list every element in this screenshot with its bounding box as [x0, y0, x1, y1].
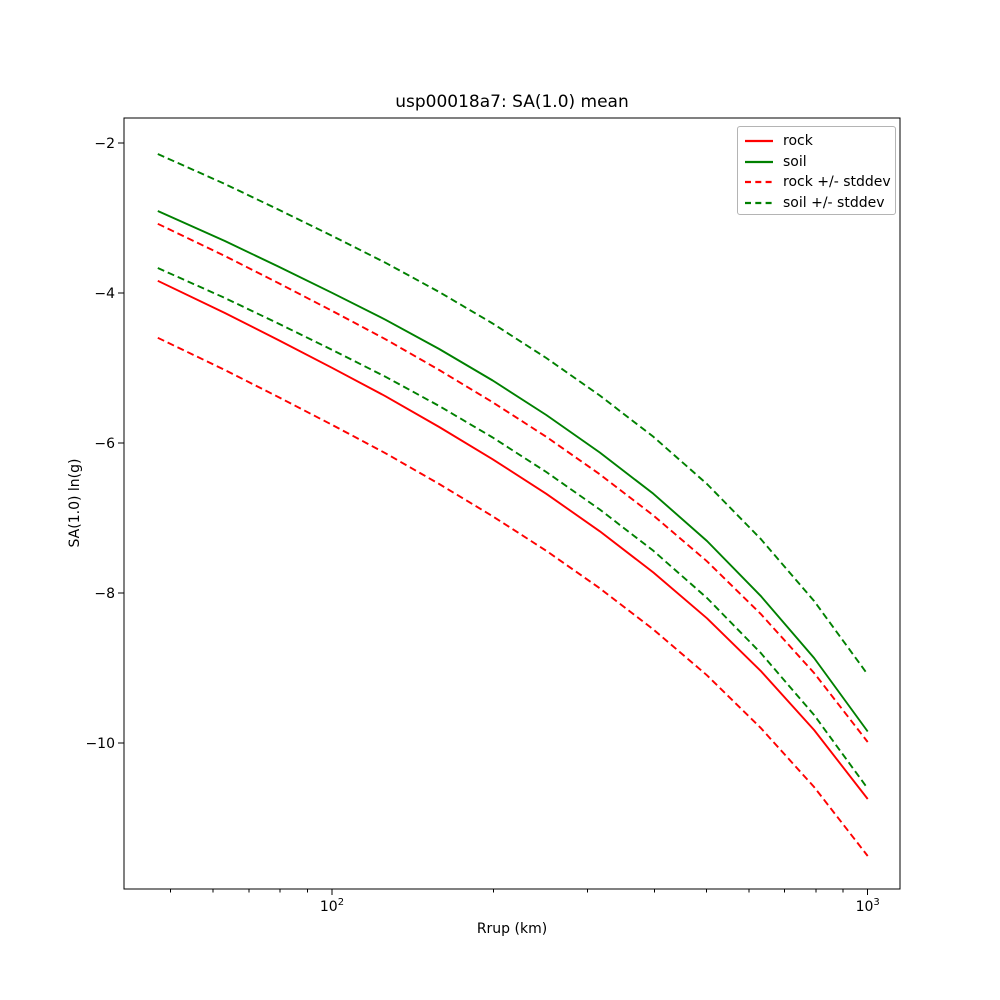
legend-item-rock: rock: [744, 131, 895, 152]
soil-plus-stddev-line: [157, 153, 869, 676]
legend-label-rock: rock: [783, 133, 813, 150]
legend: rock soil rock +/- stddev soil +/- stdde…: [737, 126, 896, 215]
y-axis-label: SA(1.0) ln(g): [67, 458, 83, 548]
x-tick-label: 103: [856, 897, 880, 915]
soil-minus-stddev-line: [157, 267, 869, 790]
rock-line: [157, 279, 869, 800]
rock-plus-stddev-line: [157, 222, 869, 743]
y-tick-label: −6: [94, 436, 115, 452]
legend-item-soil: soil: [744, 152, 895, 173]
soil-line: [157, 210, 869, 733]
soil-stddev-line-swatch: [745, 201, 773, 204]
legend-label-soil: soil: [783, 153, 807, 170]
soil-line-swatch: [745, 160, 773, 163]
rock-line-swatch: [745, 140, 773, 143]
legend-item-soil-stddev: soil +/- stddev: [744, 193, 895, 214]
rock-minus-stddev-line: [157, 336, 869, 857]
chart-title: usp00018a7: SA(1.0) mean: [395, 92, 629, 112]
legend-label-rock-stddev: rock +/- stddev: [783, 174, 891, 191]
rock-stddev-line-swatch: [745, 181, 773, 184]
x-axis-label: Rrup (km): [476, 921, 548, 937]
y-tick-label: −8: [94, 586, 115, 602]
legend-item-rock-stddev: rock +/- stddev: [744, 172, 895, 193]
y-tick-label: −4: [94, 286, 115, 302]
y-tick-label: −10: [85, 736, 115, 752]
y-tick-label: −2: [94, 136, 115, 152]
axes-spines: [123, 117, 901, 890]
legend-label-soil-stddev: soil +/- stddev: [783, 194, 885, 211]
x-tick-label: 102: [320, 897, 344, 915]
